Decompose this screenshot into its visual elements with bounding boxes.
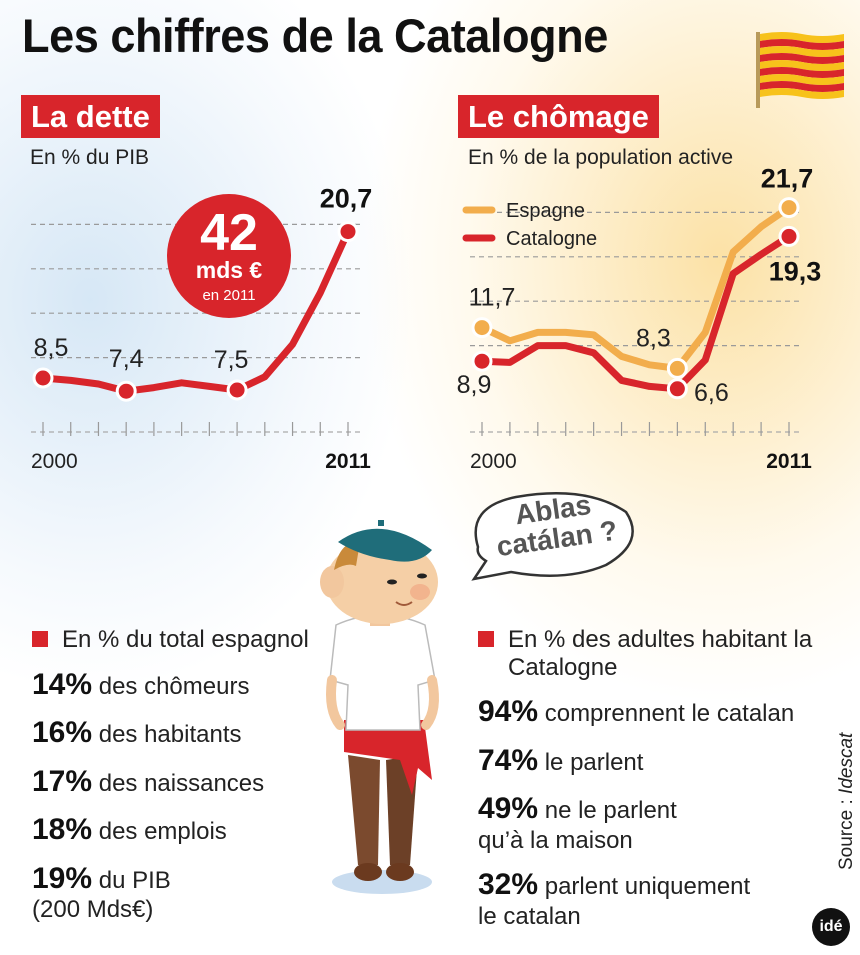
bubble-amount: 42 bbox=[200, 204, 258, 262]
data-point bbox=[666, 378, 688, 400]
boy-illustration bbox=[320, 520, 439, 894]
bubble-unit: mds € bbox=[196, 257, 263, 283]
data-point bbox=[32, 367, 54, 389]
left-stat-row: 17% des naissances bbox=[32, 764, 265, 798]
series-line bbox=[39, 228, 352, 395]
chomage-subtitle: En % de la population active bbox=[468, 146, 734, 169]
x-tick-label-start: 2000 bbox=[31, 450, 78, 473]
speech-bubble bbox=[471, 492, 634, 581]
x-tick-label-start: 2000 bbox=[470, 450, 517, 473]
data-label: 19,3 bbox=[769, 256, 822, 286]
flag-stripe bbox=[760, 46, 844, 57]
data-point bbox=[337, 221, 359, 243]
data-point bbox=[471, 317, 493, 339]
left-stat-row: 18% des emplois bbox=[32, 813, 227, 847]
legend-label: Catalogne bbox=[506, 228, 597, 250]
data-point bbox=[778, 197, 800, 219]
left-stat-row: 19% du PIB (200 Mds€) bbox=[32, 861, 171, 924]
flag-stripe bbox=[760, 32, 844, 43]
data-point bbox=[471, 350, 493, 372]
chomage-tag: Le chômage bbox=[458, 95, 659, 138]
data-point bbox=[666, 357, 688, 379]
data-label: 8,9 bbox=[457, 371, 492, 399]
series-line bbox=[478, 232, 793, 393]
debt-chart: 2000 2011 8,5 7,4 7,5 20,7 42 mds € en 2011 bbox=[31, 184, 373, 473]
left-stat-row: 16% des habitants bbox=[32, 716, 242, 750]
source-note: Source : Idescat bbox=[836, 732, 857, 870]
debt-bubble: 42 mds € en 2011 bbox=[167, 194, 291, 318]
flag-stripe bbox=[760, 81, 844, 92]
data-point bbox=[226, 379, 248, 401]
dette-tag: La dette bbox=[21, 95, 160, 138]
right-stats: En % des adultes habitant la Catalogne 9… bbox=[478, 626, 828, 944]
data-label: 8,3 bbox=[636, 324, 671, 352]
data-label: 20,7 bbox=[320, 184, 373, 214]
right-stats-header: En % des adultes habitant la Catalogne bbox=[478, 626, 828, 681]
data-point bbox=[778, 225, 800, 247]
right-stat-row: 94% comprennent le catalan bbox=[478, 695, 795, 729]
catalan-flag-icon bbox=[756, 32, 844, 108]
flag-stripe bbox=[760, 67, 844, 78]
unemployment-chart: 2000 2011 Espagne Catalogne 11,7 8,3 21,7 8,9… bbox=[457, 164, 822, 473]
flag-stripe bbox=[760, 60, 844, 71]
data-label: 21,7 bbox=[761, 164, 814, 194]
flag-stripe bbox=[760, 74, 844, 85]
left-stats-header: En % du total espagnol bbox=[32, 626, 332, 654]
data-label: 11,7 bbox=[469, 284, 516, 312]
flag-stripe bbox=[760, 88, 844, 99]
right-stat-row: 74% le parlent bbox=[478, 743, 644, 777]
data-label: 6,6 bbox=[694, 379, 729, 407]
dette-subtitle: En % du PIB bbox=[30, 146, 150, 169]
series-line bbox=[478, 204, 793, 372]
data-label: 7,4 bbox=[109, 345, 144, 373]
publisher-logo: idé bbox=[812, 908, 850, 946]
right-stat-row: 32% parlent uniquement le catalan bbox=[478, 868, 751, 930]
left-stat-row: 14% des chômeurs bbox=[32, 667, 250, 701]
x-tick-label-end: 2011 bbox=[766, 450, 812, 473]
x-tick-label-end: 2011 bbox=[325, 450, 371, 473]
flag-stripe bbox=[760, 53, 844, 64]
bullet-square-icon bbox=[32, 631, 48, 647]
data-point bbox=[115, 380, 137, 402]
data-label: 7,5 bbox=[214, 346, 249, 374]
flag-stripe bbox=[760, 39, 844, 50]
bullet-square-icon bbox=[478, 631, 494, 647]
bubble-year: en 2011 bbox=[202, 287, 255, 304]
legend-label: Espagne bbox=[506, 200, 585, 222]
page-title: Les chiffres de la Catalogne bbox=[22, 9, 608, 62]
left-stats: En % du total espagnol 14% des chômeurs … bbox=[32, 626, 332, 938]
right-stat-row: 49% ne le parlent qu’à la maison bbox=[478, 792, 677, 854]
data-label: 8,5 bbox=[34, 334, 69, 362]
